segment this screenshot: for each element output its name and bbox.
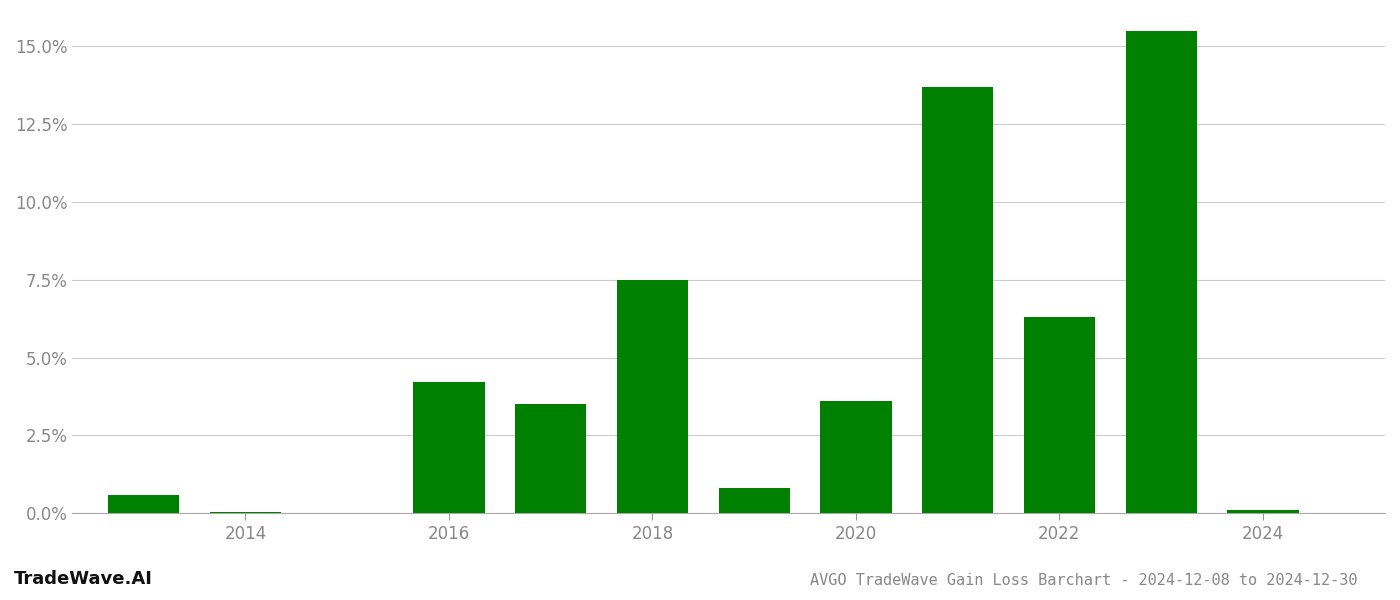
Text: AVGO TradeWave Gain Loss Barchart - 2024-12-08 to 2024-12-30: AVGO TradeWave Gain Loss Barchart - 2024… [811,573,1358,588]
Bar [1228,510,1299,513]
Bar [413,382,484,513]
Bar [923,86,993,513]
Bar [1023,317,1095,513]
Text: TradeWave.AI: TradeWave.AI [14,570,153,588]
Bar [515,404,587,513]
Bar [718,488,790,513]
Bar [210,512,281,513]
Bar [617,280,687,513]
Bar [820,401,892,513]
Bar [1126,31,1197,513]
Bar [108,494,179,513]
